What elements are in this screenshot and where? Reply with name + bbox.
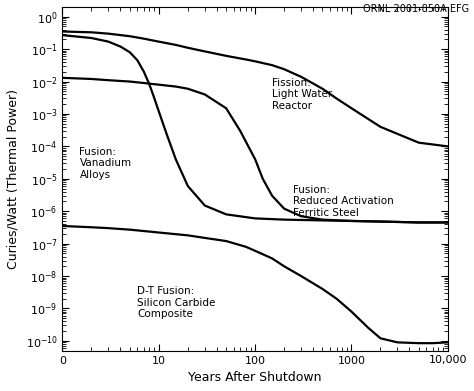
Text: ORNL 2001-850A EFG: ORNL 2001-850A EFG <box>363 4 469 14</box>
Text: D-T Fusion:
Silicon Carbide
Composite: D-T Fusion: Silicon Carbide Composite <box>137 286 216 319</box>
X-axis label: Years After Shutdown: Years After Shutdown <box>188 371 322 384</box>
Text: Fission:
Light Water
Reactor: Fission: Light Water Reactor <box>272 78 332 111</box>
Text: Fusion:
Reduced Activation
Ferritic Steel: Fusion: Reduced Activation Ferritic Stee… <box>293 185 394 218</box>
Y-axis label: Curies/Watt (Thermal Power): Curies/Watt (Thermal Power) <box>7 89 20 269</box>
Text: Fusion:
Vanadium
Alloys: Fusion: Vanadium Alloys <box>80 147 132 180</box>
